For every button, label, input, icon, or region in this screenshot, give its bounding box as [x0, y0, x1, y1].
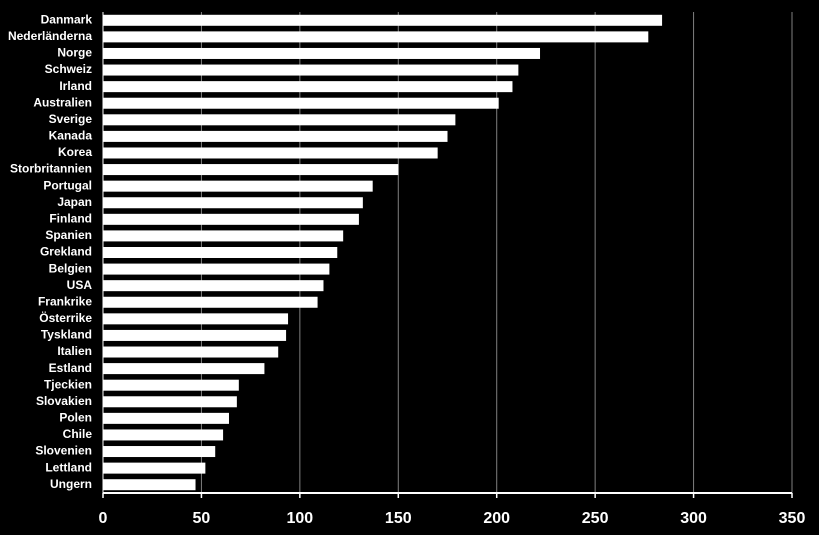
bar	[103, 479, 196, 491]
y-tick-label: Estland	[49, 361, 92, 375]
y-tick-label: Sverige	[49, 112, 93, 126]
y-tick-label: Italien	[57, 344, 92, 358]
bar	[103, 197, 363, 209]
bar	[103, 114, 456, 126]
y-tick-label: Ungern	[50, 477, 92, 491]
y-tick-label: Kanada	[49, 129, 93, 143]
y-tick-label: Frankrike	[38, 294, 92, 308]
bar	[103, 247, 338, 258]
bar	[103, 396, 237, 408]
bar	[103, 14, 663, 26]
x-tick-label: 150	[385, 510, 412, 527]
y-tick-label: Portugal	[43, 178, 92, 192]
y-tick-label: Schweiz	[45, 62, 92, 76]
y-tick-label: Slovenien	[35, 444, 92, 458]
y-tick-label: Australien	[33, 95, 92, 109]
y-tick-label: Polen	[59, 411, 92, 425]
y-tick-label: Tjeckien	[44, 377, 92, 391]
bar	[103, 230, 344, 242]
y-tick-label: Spanien	[45, 228, 92, 242]
bar	[103, 346, 279, 358]
bar	[103, 412, 229, 424]
y-tick-label: Korea	[58, 145, 92, 159]
y-tick-label: Grekland	[40, 245, 92, 259]
y-tick-label: Belgien	[49, 261, 92, 275]
bar	[103, 280, 324, 292]
x-tick-label: 200	[483, 510, 510, 527]
bar	[103, 47, 541, 59]
y-tick-label: Storbritannien	[10, 162, 92, 176]
bar	[103, 296, 318, 308]
bar	[103, 180, 373, 192]
bar	[103, 379, 239, 391]
bar	[103, 329, 287, 341]
bar	[103, 363, 265, 375]
y-tick-label: Lettland	[45, 460, 92, 474]
y-tick-label: Slovakien	[36, 394, 92, 408]
x-tick-label: 100	[287, 510, 314, 527]
y-tick-label: Österrike	[39, 310, 92, 325]
x-tick-label: 250	[582, 510, 609, 527]
y-tick-label: Finland	[49, 211, 92, 225]
y-tick-label: Japan	[57, 195, 92, 209]
y-tick-label: Tyskland	[41, 328, 92, 342]
bar	[103, 313, 289, 325]
bar	[103, 147, 438, 159]
bar	[103, 462, 206, 474]
y-tick-label: Irland	[59, 79, 92, 93]
bar	[103, 263, 330, 275]
bar	[103, 31, 649, 43]
y-tick-label: Danmark	[41, 12, 93, 26]
bar	[103, 97, 499, 109]
bar	[103, 213, 359, 225]
x-tick-label: 50	[193, 510, 211, 527]
y-tick-label: Nederländerna	[8, 29, 92, 43]
bar	[103, 164, 399, 176]
y-tick-label: Norge	[57, 46, 92, 60]
x-tick-label: 300	[680, 510, 707, 527]
y-tick-label: USA	[67, 278, 93, 292]
bar	[103, 130, 448, 142]
bar	[103, 429, 224, 441]
bar	[103, 81, 513, 93]
bar	[103, 64, 519, 76]
bar	[103, 446, 216, 458]
y-tick-label: Chile	[63, 427, 93, 441]
x-tick-label: 350	[779, 510, 806, 527]
x-tick-label: 0	[99, 510, 108, 527]
